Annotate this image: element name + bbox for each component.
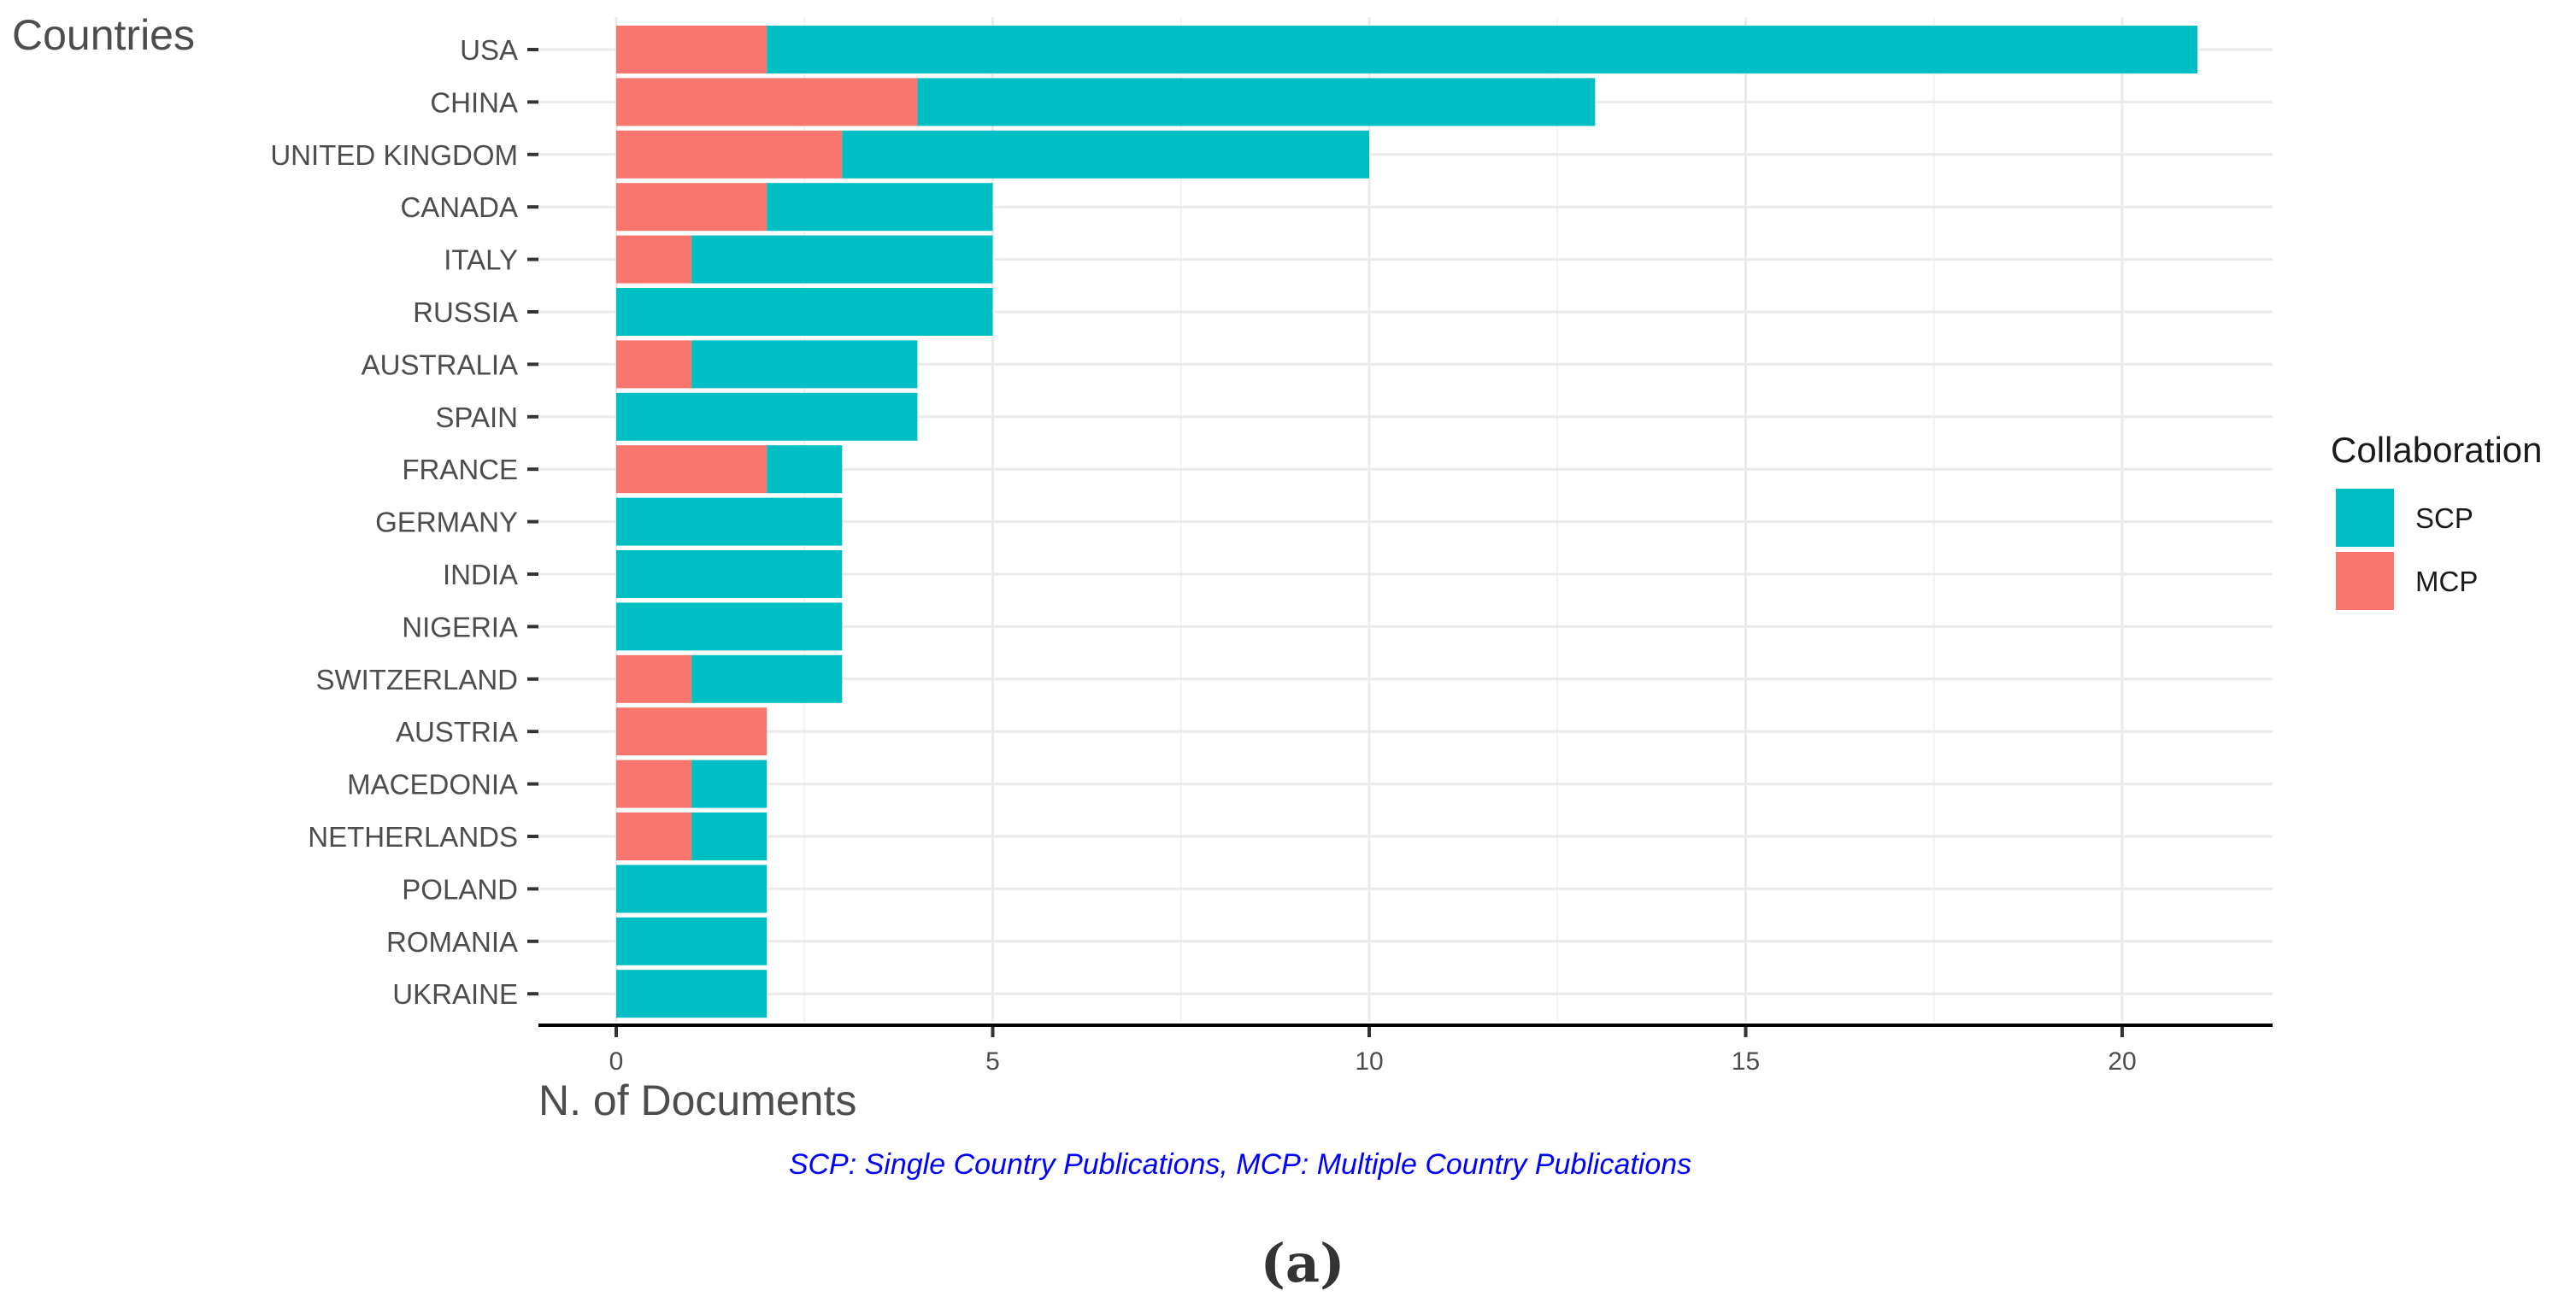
x-axis-title: N. of Documents <box>538 1076 856 1124</box>
bar-scp-italy <box>691 235 993 284</box>
bar-scp-nigeria <box>616 602 843 651</box>
bar-mcp-macedonia <box>616 760 692 808</box>
bar-scp-india <box>616 550 843 598</box>
bar-scp-netherlands <box>691 812 768 860</box>
legend-label-mcp: MCP <box>2415 566 2478 597</box>
bar-scp-united-kingdom <box>842 130 1369 179</box>
bar-mcp-switzerland <box>616 654 692 703</box>
country-label-china: CHINA <box>430 86 518 118</box>
chart-caption: SCP: Single Country Publications, MCP: M… <box>789 1148 1691 1181</box>
bar-mcp-australia <box>616 340 692 389</box>
country-labels: USA CHINA UNITED KINGDOM CANADA ITALY RUSSIA A… <box>270 34 538 1010</box>
bar-scp-switzerland <box>691 654 843 703</box>
legend-title: Collaboration <box>2331 430 2543 470</box>
country-label-italy: ITALY <box>444 244 518 276</box>
bar-scp-france <box>767 445 843 494</box>
country-label-netherlands: NETHERLANDS <box>308 821 518 853</box>
bar-scp-spain <box>616 392 918 441</box>
country-label-nigeria: NIGERIA <box>402 611 518 642</box>
bar-scp-canada <box>767 183 993 232</box>
bar-scp-romania <box>616 917 768 965</box>
bar-mcp-canada <box>616 183 768 232</box>
country-label-spain: SPAIN <box>435 402 518 433</box>
x-tick-label-15: 15 <box>1732 1047 1760 1076</box>
bar-scp-ukraine <box>616 970 768 1018</box>
country-label-germany: GERMANY <box>375 507 518 538</box>
bar-mcp-italy <box>616 235 692 284</box>
bar-scp-china <box>917 78 1596 126</box>
bar-scp-australia <box>691 340 918 389</box>
legend-label-scp: SCP <box>2415 502 2473 534</box>
country-label-russia: RUSSIA <box>413 296 518 328</box>
x-tick-label-10: 10 <box>1355 1047 1383 1076</box>
panel-label: (a) <box>1261 1232 1345 1294</box>
country-label-australia: AUSTRALIA <box>362 349 518 380</box>
bar-scp-russia <box>616 288 993 336</box>
country-label-ukraine: UKRAINE <box>392 978 518 1010</box>
bar-scp-macedonia <box>691 760 768 808</box>
x-ticks: 0 5 10 15 20 <box>609 1027 2137 1076</box>
x-tick-label-5: 5 <box>985 1047 1000 1076</box>
legend-swatch-scp <box>2336 489 2394 547</box>
country-label-united-kingdom: UNITED KINGDOM <box>270 139 518 171</box>
y-axis-title: Countries <box>12 11 195 59</box>
country-label-canada: CANADA <box>400 191 518 223</box>
country-label-austria: AUSTRIA <box>396 716 518 748</box>
country-label-romania: ROMANIA <box>386 926 518 958</box>
bar-mcp-netherlands <box>616 812 692 860</box>
x-tick-label-0: 0 <box>609 1047 624 1076</box>
bar-scp-germany <box>616 497 843 546</box>
bar-mcp-austria <box>616 707 768 756</box>
country-label-switzerland: SWITZERLAND <box>315 664 518 695</box>
bar-mcp-usa <box>616 26 768 73</box>
x-tick-label-20: 20 <box>2108 1047 2136 1076</box>
country-label-poland: POLAND <box>402 873 518 905</box>
legend: Collaboration SCP MCP <box>2331 430 2543 610</box>
bar-mcp-france <box>616 445 768 494</box>
bar-mcp-united-kingdom <box>616 130 843 179</box>
bars <box>616 26 2198 1018</box>
country-label-usa: USA <box>460 34 518 66</box>
bar-mcp-china <box>616 78 918 126</box>
country-label-macedonia: MACEDONIA <box>347 769 518 801</box>
legend-swatch-mcp <box>2336 552 2394 610</box>
bar-scp-poland <box>616 865 768 913</box>
bar-scp-usa <box>767 26 2198 73</box>
country-label-france: FRANCE <box>402 454 518 485</box>
country-label-india: INDIA <box>443 559 518 590</box>
